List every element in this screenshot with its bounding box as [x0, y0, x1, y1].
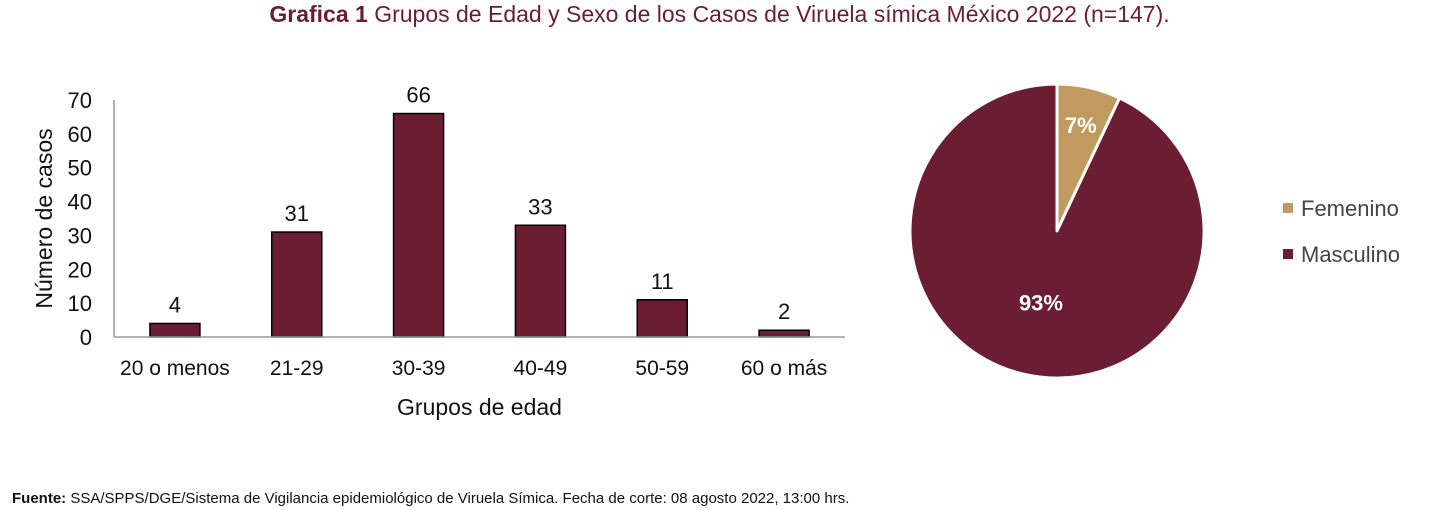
bar-data-labels: 4 31 66 33 11 2 [169, 83, 790, 325]
x-tick-label: 50-59 [635, 357, 689, 380]
y-tick-label: 20 [68, 257, 92, 282]
y-tick-label: 40 [68, 190, 92, 215]
pie-slice-label: 7% [1065, 113, 1097, 138]
footer-label: Fuente: [12, 490, 67, 507]
x-tick-label: 20 o menos [120, 357, 230, 380]
bar-data-label: 66 [406, 83, 430, 108]
bar-50-59 [636, 299, 688, 338]
legend-label-femenino: Femenino [1301, 196, 1399, 221]
pie-slice-label: 93% [1019, 291, 1063, 316]
bar-data-label: 11 [651, 269, 674, 294]
pie-chart: 7% 93% Femenino Masculino [908, 82, 1400, 380]
y-tick-label: 0 [80, 325, 92, 350]
source-footer: Fuente: SSA/SPPS/DGE/Sistema de Vigilanc… [12, 490, 849, 507]
x-axis-ticks: 20 o menos 21-29 30-39 40-49 50-59 60 o más [120, 357, 827, 380]
y-tick-label: 50 [68, 156, 92, 181]
chart-title-prefix: Grafica 1 [269, 1, 368, 27]
legend-swatch-femenino [1283, 203, 1293, 213]
x-tick-label: 40-49 [514, 357, 568, 380]
x-tick-label: 30-39 [392, 357, 446, 380]
y-tick-label: 30 [68, 223, 92, 248]
bar-chart: 0 10 20 30 40 50 60 70 4 31 66 33 11 2 20 o menos 21-… [31, 83, 845, 420]
pie-slice-masculino [908, 82, 1206, 380]
bar-20-o-menos [149, 322, 201, 338]
bar-60-o-más [758, 329, 810, 338]
y-tick-label: 60 [68, 122, 92, 147]
pie-slice-labels: 7% 93% [1019, 113, 1097, 316]
bar-data-label: 31 [285, 201, 309, 226]
bar-data-label: 4 [169, 292, 181, 317]
x-tick-label: 60 o más [741, 357, 827, 380]
charts-area: 0 10 20 30 40 50 60 70 4 31 66 33 11 2 20 o menos 21-… [31, 82, 1400, 420]
y-tick-label: 10 [68, 291, 92, 316]
x-tick-label: 21-29 [270, 357, 324, 380]
chart-title: Grafica 1 Grupos de Edad y Sexo de los C… [0, 0, 1439, 28]
legend-swatch-masculino [1283, 249, 1293, 259]
y-axis-label: Número de casos [31, 128, 57, 308]
chart-title-text: Grupos de Edad y Sexo de los Casos de Vi… [374, 1, 1170, 27]
bar-30-39 [392, 112, 445, 338]
legend-label-masculino: Masculino [1301, 242, 1400, 267]
bars [149, 112, 810, 338]
x-axis-label: Grupos de edad [397, 394, 562, 420]
footer-text: SSA/SPPS/DGE/Sistema de Vigilancia epide… [66, 490, 850, 507]
y-axis-ticks: 0 10 20 30 40 50 60 70 [68, 88, 92, 350]
bar-40-49 [514, 224, 567, 338]
y-tick-label: 70 [68, 88, 92, 113]
bar-21-29 [271, 231, 323, 338]
bar-data-label: 2 [778, 299, 790, 324]
bar-data-label: 33 [528, 194, 552, 219]
pie-slices [908, 82, 1206, 380]
pie-legend: Femenino Masculino [1283, 196, 1400, 267]
